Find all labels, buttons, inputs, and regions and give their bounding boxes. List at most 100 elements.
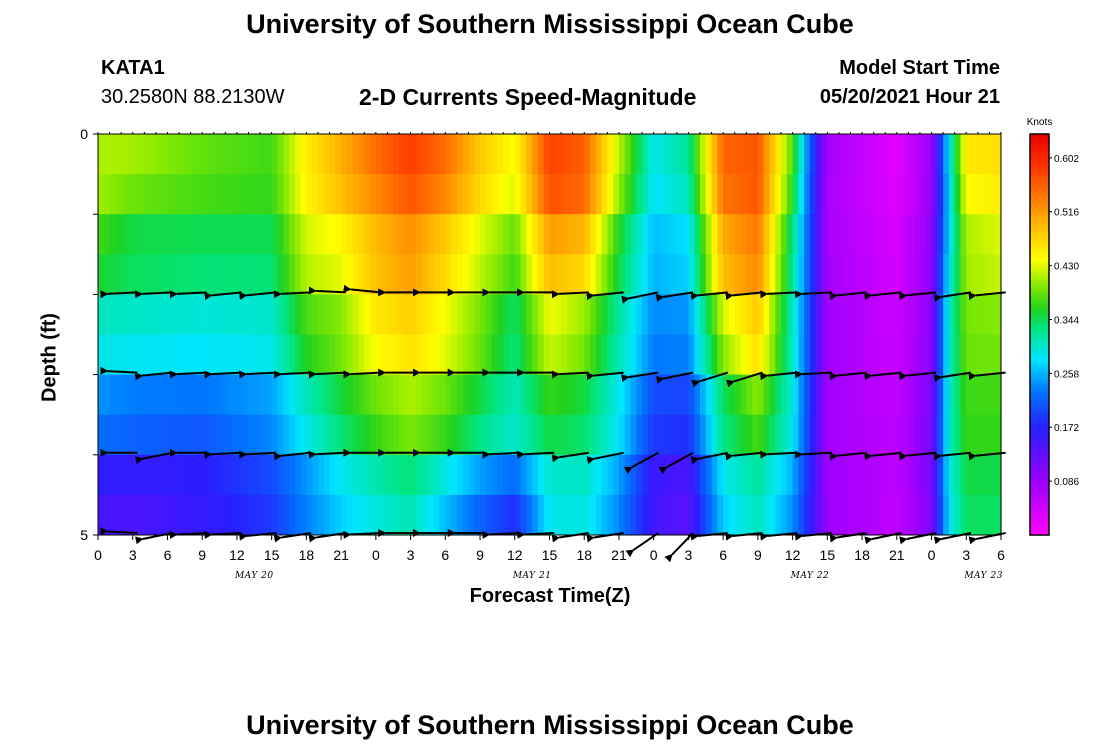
heat-cell: [537, 214, 545, 255]
heat-cell: [566, 254, 574, 295]
heat-cell: [734, 414, 742, 456]
current-vector: [725, 371, 763, 388]
heat-cell: [225, 414, 232, 456]
heat-cell: [150, 254, 157, 295]
heat-cell: [862, 254, 869, 295]
heat-cell: [665, 294, 672, 335]
heat-cell: [242, 134, 250, 175]
heat-cell: [242, 374, 250, 416]
heat-cell: [578, 294, 585, 335]
heat-cell: [109, 134, 116, 175]
heat-cell: [914, 254, 921, 295]
heat-cell: [584, 454, 591, 496]
heat-cell: [821, 454, 828, 496]
heat-cell: [653, 414, 661, 456]
heat-cell: [659, 294, 666, 335]
x-tick-label: 18: [854, 547, 870, 563]
heat-cell: [728, 254, 736, 295]
heat-cell: [346, 134, 354, 175]
heat-cell: [126, 254, 134, 295]
heat-cell: [850, 334, 857, 376]
heat-cell: [630, 494, 637, 536]
x-tick-label: 12: [229, 547, 245, 563]
heat-cell: [948, 294, 956, 335]
heat-cell: [671, 214, 678, 255]
heat-cell: [549, 414, 556, 456]
heat-cell: [757, 174, 765, 215]
heat-cell: [728, 134, 736, 175]
heat-cell: [838, 294, 846, 335]
colorbar-swatch: [1030, 284, 1049, 288]
heat-cell: [682, 414, 690, 456]
heat-cell: [572, 254, 580, 295]
heat-cell: [879, 374, 886, 416]
colorbar-swatch: [1030, 479, 1049, 483]
heat-cell: [277, 134, 284, 175]
heat-cell: [925, 374, 933, 416]
heat-cell: [943, 494, 950, 536]
heat-cell: [341, 414, 348, 456]
heat-cell: [173, 334, 180, 376]
heat-cell: [150, 174, 157, 215]
heat-cell: [161, 294, 169, 335]
heat-cell: [306, 134, 313, 175]
heat-cell: [202, 174, 209, 215]
heat-cell: [711, 494, 718, 536]
heat-cell: [121, 494, 128, 536]
heat-cell: [520, 214, 527, 255]
heat-cell: [821, 334, 828, 376]
heat-cell: [115, 374, 122, 416]
heat-cell: [555, 174, 562, 215]
current-vector: [239, 450, 277, 459]
heat-cell: [618, 134, 626, 175]
heat-cell: [549, 254, 556, 295]
heat-cell: [416, 174, 423, 215]
heat-cell: [485, 334, 493, 376]
heat-cell: [462, 214, 470, 255]
heat-cell: [433, 214, 441, 255]
heat-cell: [786, 374, 794, 416]
heat-cell: [161, 414, 169, 456]
colorbar-swatch: [1030, 367, 1049, 371]
heat-cell: [607, 134, 614, 175]
heat-cell: [636, 414, 643, 456]
x-tick-label: 15: [542, 547, 558, 563]
heat-cell: [914, 174, 921, 215]
heat-cell: [474, 214, 481, 255]
heat-cell: [601, 214, 608, 255]
heat-cell: [277, 334, 284, 376]
colorbar-swatch: [1030, 321, 1049, 326]
heat-cell: [896, 494, 904, 536]
heat-cell: [902, 454, 909, 496]
heat-cell: [254, 174, 261, 215]
heat-cell: [821, 254, 828, 295]
colorbar-swatch: [1030, 154, 1049, 158]
heat-cell: [375, 294, 383, 335]
heat-cell: [207, 134, 215, 175]
x-tick-label: 3: [685, 547, 693, 563]
station-coords: 30.2580N 88.2130W: [101, 86, 285, 108]
heat-cell: [838, 494, 846, 536]
heat-cell: [723, 134, 730, 175]
heat-cell: [873, 214, 881, 255]
heat-cell: [676, 174, 684, 215]
heat-cell: [694, 334, 701, 376]
heat-cell: [653, 494, 661, 536]
heat-cell: [445, 414, 452, 456]
heat-cell: [642, 454, 649, 496]
heat-cell: [867, 414, 875, 456]
heat-cell: [508, 134, 516, 175]
heat-cell: [879, 174, 886, 215]
heat-cell: [289, 134, 296, 175]
colorbar-swatch: [1030, 151, 1049, 155]
heat-cell: [277, 454, 284, 496]
heat-cell: [549, 334, 556, 376]
heat-cell: [202, 334, 209, 376]
heat-cell: [520, 254, 527, 295]
heat-cell: [248, 134, 255, 175]
heat-cell: [653, 334, 661, 376]
heat-cell: [248, 494, 255, 536]
heat-cell: [740, 214, 747, 255]
heat-cell: [300, 494, 307, 536]
heat-cell: [219, 334, 226, 376]
